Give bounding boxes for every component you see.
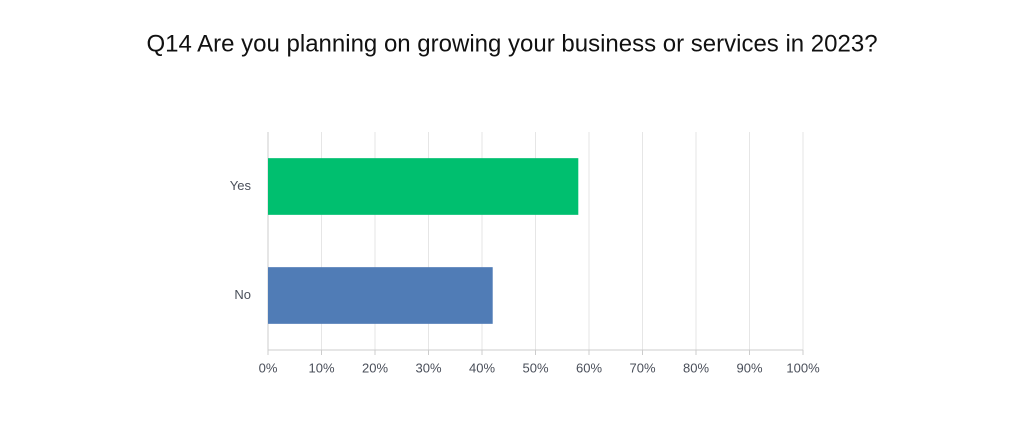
bar [268, 158, 579, 215]
bar [268, 267, 493, 324]
x-tick-label: 70% [629, 360, 655, 375]
x-tick-label: 80% [683, 360, 709, 375]
x-tick-label: 20% [362, 360, 388, 375]
y-tick-label: Yes [230, 178, 252, 193]
x-tick-label: 60% [576, 360, 602, 375]
x-tick-label: 0% [259, 360, 278, 375]
x-tick-label: 40% [469, 360, 495, 375]
chart-title: Q14 Are you planning on growing your bus… [146, 30, 877, 57]
x-tick-label: 30% [415, 360, 441, 375]
y-tick-label: No [234, 287, 251, 302]
x-tick-label: 90% [736, 360, 762, 375]
x-tick-label: 100% [786, 360, 820, 375]
x-tick-label: 10% [308, 360, 334, 375]
x-tick-label: 50% [522, 360, 548, 375]
